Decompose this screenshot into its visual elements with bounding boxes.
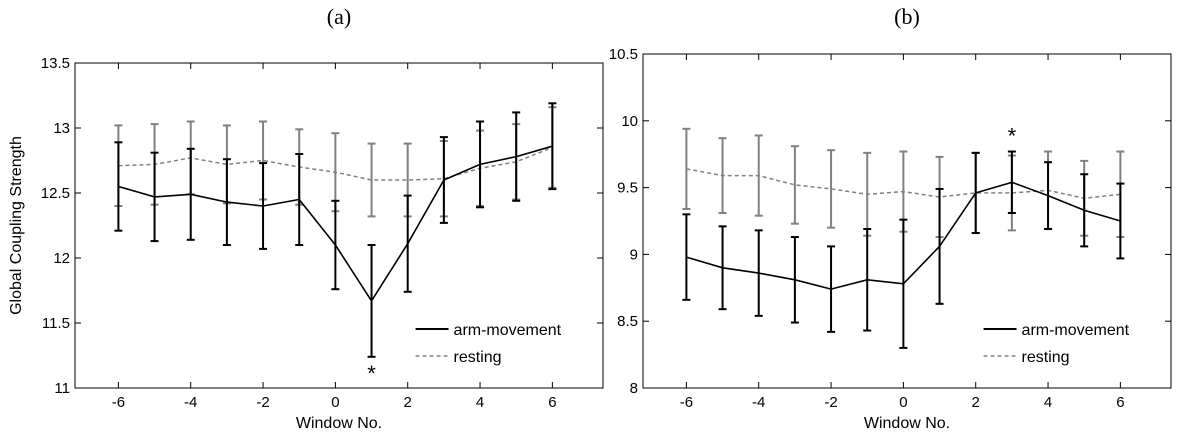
y-tick-label: 10.5	[609, 46, 638, 63]
significance-marker: *	[367, 361, 376, 386]
series-arm-movement	[682, 150, 1125, 349]
x-tick-label: 2	[404, 394, 412, 411]
x-tick-label: -2	[824, 394, 837, 411]
plot-frame	[74, 62, 604, 389]
y-tick-label: 9	[630, 246, 638, 263]
x-tick-label: 6	[1116, 394, 1124, 411]
panel-b: (b) -6 -4 -2 0 2 4 6 8 8.5 9 9.5 10 10.5 Window No. * ar…	[609, 4, 1172, 432]
x-tick-label: -2	[256, 394, 269, 411]
legend-label: arm-movement	[1022, 322, 1130, 339]
y-tick-label: 11.5	[42, 315, 70, 332]
plot-frame	[642, 53, 1172, 389]
x-tick-label: -6	[680, 394, 693, 411]
y-tick-label: 12.5	[41, 185, 70, 202]
y-axis-title: Global Coupling Strength	[8, 136, 25, 315]
panel-label: (b)	[894, 4, 920, 29]
y-tick-label: 13.5	[41, 55, 70, 72]
x-tick-label: -4	[184, 394, 197, 411]
x-tick-label: 0	[331, 394, 339, 411]
panel-a: (a) -6 -4 -2 0 2 4 6 11 11.5 12 12.5 13 13.5 Window No…	[8, 4, 604, 432]
y-tick-label: 13	[53, 120, 70, 137]
x-tick-label: 0	[899, 394, 907, 411]
series-line	[118, 145, 553, 303]
y-tick-label: 11	[54, 380, 70, 397]
x-tick-label: 4	[1044, 394, 1052, 411]
legend-label: arm-movement	[454, 322, 562, 339]
y-tick-label: 8.5	[617, 313, 638, 330]
legend-label: resting	[454, 349, 502, 366]
y-tick-label: 10	[621, 113, 638, 130]
x-tick-label: 4	[476, 394, 484, 411]
legend-label: resting	[1022, 349, 1070, 366]
x-tick-label: -4	[752, 394, 765, 411]
x-axis-title: Window No.	[864, 415, 950, 432]
x-tick-label: 2	[972, 394, 980, 411]
x-tick-label: -6	[112, 394, 125, 411]
series-line	[686, 181, 1121, 290]
y-tick-label: 12	[53, 250, 70, 267]
series-arm-movement	[114, 102, 557, 358]
panel-label: (a)	[327, 4, 351, 29]
y-tick-label: 9.5	[617, 180, 638, 197]
significance-marker: *	[1008, 124, 1017, 149]
x-axis-title: Window No.	[296, 415, 382, 432]
y-tick-label: 8	[630, 380, 638, 397]
x-tick-label: 6	[548, 394, 556, 411]
